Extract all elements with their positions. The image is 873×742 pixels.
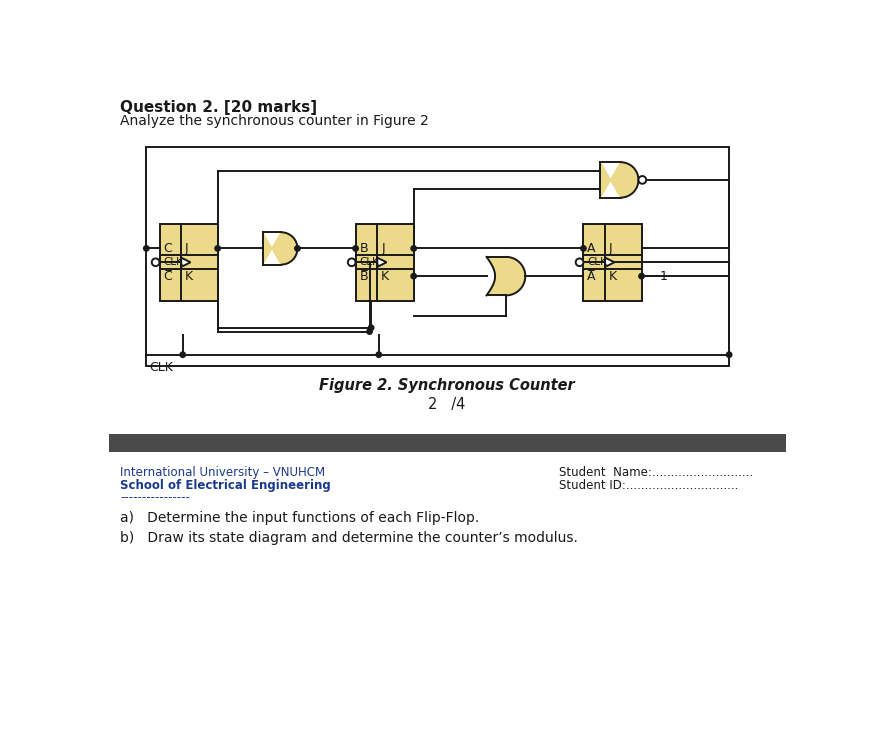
Text: ----------------: ---------------- [120,491,190,504]
Circle shape [376,352,382,358]
Text: A: A [588,242,595,255]
Text: 2   /4: 2 /4 [429,397,465,412]
Text: CLK: CLK [149,361,174,374]
Polygon shape [605,257,615,267]
Circle shape [353,246,358,251]
Text: J: J [382,242,385,255]
Circle shape [639,274,644,279]
Circle shape [411,246,416,251]
Text: b)   Draw its state diagram and determine the counter’s modulus.: b) Draw its state diagram and determine … [120,531,578,545]
Circle shape [180,352,185,358]
Polygon shape [263,232,298,265]
Text: Figure 2. Synchronous Counter: Figure 2. Synchronous Counter [320,378,575,393]
Polygon shape [182,257,190,267]
FancyBboxPatch shape [109,434,786,453]
Text: CLK: CLK [360,257,380,267]
Circle shape [144,246,149,251]
Circle shape [581,246,586,251]
Text: CLK: CLK [163,257,183,267]
Text: Student ID:..............................: Student ID:.............................… [559,479,738,492]
Polygon shape [601,162,638,197]
Text: C: C [163,242,172,255]
Text: K: K [609,269,617,283]
FancyBboxPatch shape [355,224,414,301]
Text: Question 2. [20 marks]: Question 2. [20 marks] [120,100,317,115]
Text: 1: 1 [660,269,668,283]
Text: B: B [360,242,368,255]
Text: CLK: CLK [588,257,608,267]
Circle shape [367,329,372,335]
Circle shape [575,258,583,266]
FancyBboxPatch shape [583,224,642,301]
Text: A̅: A̅ [588,269,595,283]
Text: K: K [185,269,193,283]
Text: Analyze the synchronous counter in Figure 2: Analyze the synchronous counter in Figur… [120,114,429,128]
Circle shape [368,325,374,330]
Text: B̅: B̅ [360,269,368,283]
Text: International University – VNUHCM: International University – VNUHCM [120,466,325,479]
Circle shape [411,274,416,279]
Polygon shape [377,257,387,267]
Text: C̅: C̅ [163,269,172,283]
Circle shape [215,246,220,251]
Text: Student  Name:...........................: Student Name:........................... [559,466,753,479]
Circle shape [726,352,732,358]
Circle shape [347,258,355,266]
Text: J: J [185,242,189,255]
FancyBboxPatch shape [160,224,217,301]
Circle shape [295,246,300,251]
Text: J: J [609,242,613,255]
Polygon shape [486,257,526,295]
Text: School of Electrical Engineering: School of Electrical Engineering [120,479,331,492]
Circle shape [152,258,160,266]
Circle shape [638,176,646,184]
Text: K: K [382,269,389,283]
Text: a)   Determine the input functions of each Flip-Flop.: a) Determine the input functions of each… [120,511,479,525]
